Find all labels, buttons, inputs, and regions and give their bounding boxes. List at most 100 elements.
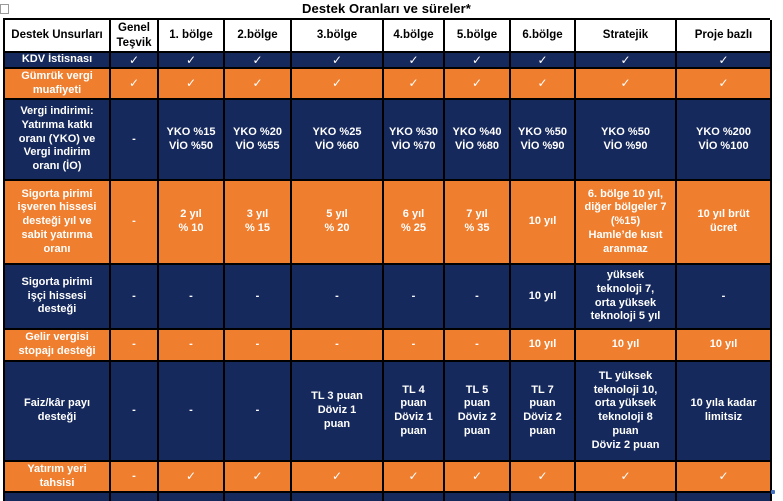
table-cell: YKO %30 VİO %70 [384,100,445,181]
table-cell: - [111,330,159,362]
table-cell: 10 yıl brüt ücret [677,181,772,265]
table-cell: - [111,181,159,265]
anchor-marker [0,4,9,14]
table-cell [511,493,576,501]
row-label: Faiz/kâr payı desteği [5,362,111,462]
table-cell: 10 yıl [677,330,772,362]
table-cell: - [225,362,292,462]
incentives-table: Destek Unsurları Genel Teşvik 1. bölge 2.bö… [3,18,772,501]
column-header: 3.bölge [292,20,384,53]
table-cell: TL 4 puan Döviz 1 puan [384,362,445,462]
column-header: 4.bölge [384,20,445,53]
table-cell: TL 3 puan Döviz 1 puan [292,362,384,462]
table-cell: 10 yıl [576,330,677,362]
table-cell [677,493,772,501]
table-cell: 7 yıl % 35 [445,181,511,265]
table-cell: ✓ [159,69,225,100]
table-cell: YKO %50 VİO %90 [576,100,677,181]
table-cell: ✓ [159,462,225,493]
table-cell: ✓ [384,462,445,493]
table-cell: - [292,330,384,362]
table-cell [159,493,225,501]
table-cell: YKO %200 VİO %100 [677,100,772,181]
table-cell: ✓ [576,69,677,100]
table-cell: ✓ [445,53,511,69]
table-cell: ✓ [677,462,772,493]
table-cell: 5 yıl % 20 [292,181,384,265]
table-cell: ✓ [292,53,384,69]
table-cell: ✓ [445,462,511,493]
table-cell: 6. bölge 10 yıl, diğer bölgeler 7 (%15) … [576,181,677,265]
row-label: Yatırım yeri tahsisi [5,462,111,493]
table-cell: 10 yıl [511,265,576,330]
table-cell: 10 yıla kadar limitsiz [677,362,772,462]
table-cell: - [111,265,159,330]
table-cell: - [159,330,225,362]
table-cell: - [159,265,225,330]
table-cell: ✓ [576,53,677,69]
table-cell: YKO %50 VİO %90 [511,100,576,181]
column-header: Proje bazlı [677,20,772,53]
table-cell: - [384,265,445,330]
table-cell: ✓ [576,462,677,493]
table-cell: TL yüksek teknoloji 10, orta yüksek tekn… [576,362,677,462]
column-header: Stratejik [576,20,677,53]
table-title: Destek Oranları ve süreler* [302,1,471,16]
row-label: Sigorta pirimi işçi hissesi desteği [5,265,111,330]
table-cell: ✓ [511,69,576,100]
table-cell: ✓ [511,53,576,69]
table-cell [384,493,445,501]
table-cell [292,493,384,501]
table-cell: ✓ [677,53,772,69]
table-cell: - [445,265,511,330]
table-cell: ✓ [225,69,292,100]
table-cell: ✓ [445,69,511,100]
column-header: Genel Teşvik [111,20,159,53]
table-cell: YKO %25 VİO %60 [292,100,384,181]
table-cell: ✓ [677,69,772,100]
table-cell [445,493,511,501]
table-cell: 2 yıl % 10 [159,181,225,265]
row-label: Sigorta pirimi işveren hissesi desteği y… [5,181,111,265]
table-cell: 3 yıl % 15 [225,181,292,265]
table-cell: 6 yıl % 25 [384,181,445,265]
table-cell: - [111,100,159,181]
row-header-column-title: Destek Unsurları [5,20,111,53]
table-cell: - [111,462,159,493]
table-cell: ✓ [384,69,445,100]
column-header: 5.bölge [445,20,511,53]
table-cell: yüksek teknoloji 7, orta yüksek teknoloj… [576,265,677,330]
row-label: Vergi indirimi: Yatırıma katkı oranı (YK… [5,100,111,181]
table-cell: ✓ [111,69,159,100]
table-cell: - [225,265,292,330]
table-cell: ✓ [159,53,225,69]
table-cell: ✓ [511,462,576,493]
table-cell: - [677,265,772,330]
table-cell: YKO %15 VİO %50 [159,100,225,181]
table-cell: YKO %40 VİO %80 [445,100,511,181]
table-cell: - [159,362,225,462]
table-cell: ✓ [292,69,384,100]
cursor-artifact-dot [771,490,775,494]
column-header: 1. bölge [159,20,225,53]
table-cell [111,493,159,501]
table-cell [225,493,292,501]
table-cell: ✓ [225,53,292,69]
row-label: KDV İstisnası [5,53,111,69]
table-cell: ✓ [292,462,384,493]
row-label: Gümrük vergi muafiyeti [5,69,111,100]
table-cell: ✓ [384,53,445,69]
table-cell [576,493,677,501]
table-cell: TL 7 puan Döviz 2 puan [511,362,576,462]
table-cell: - [384,330,445,362]
table-cell: ✓ [111,53,159,69]
table-cell: 10 yıl [511,330,576,362]
table-cell: - [292,265,384,330]
table-cell: 10 yıl [511,181,576,265]
column-header: 6.bölge [511,20,576,53]
table-cell: - [225,330,292,362]
row-label: Gelir vergisi stopajı desteği [5,330,111,362]
table-cell: TL 5 puan Döviz 2 puan [445,362,511,462]
table-cell: YKO %20 VİO %55 [225,100,292,181]
